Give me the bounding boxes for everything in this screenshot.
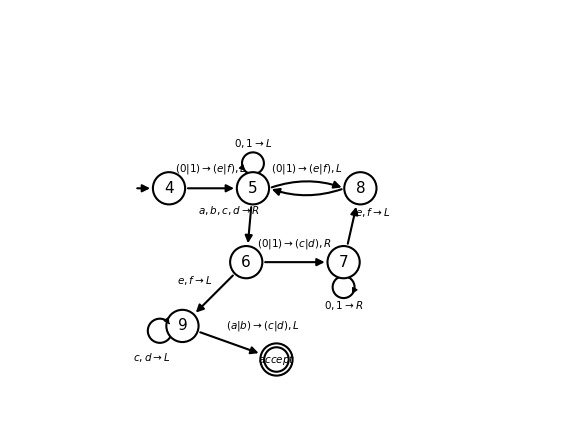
Text: $e,f\rightarrow L$: $e,f\rightarrow L$ <box>354 205 390 218</box>
Text: $0,1\rightarrow L$: $0,1\rightarrow L$ <box>234 136 272 150</box>
Text: $(0|1)\rightarrow(e|f),L$: $(0|1)\rightarrow(e|f),L$ <box>271 161 342 176</box>
Text: 7: 7 <box>339 255 349 269</box>
Text: 5: 5 <box>248 181 258 196</box>
Text: $accept$: $accept$ <box>258 352 295 367</box>
Circle shape <box>166 310 198 342</box>
Circle shape <box>230 246 262 278</box>
Text: $(a|b)\rightarrow(c|d),L$: $(a|b)\rightarrow(c|d),L$ <box>226 319 300 333</box>
Text: 4: 4 <box>164 181 174 196</box>
Text: $e,f\rightarrow L$: $e,f\rightarrow L$ <box>176 274 212 287</box>
Circle shape <box>345 172 377 204</box>
Text: 8: 8 <box>356 181 365 196</box>
Text: 9: 9 <box>178 318 187 334</box>
Text: $c,d\rightarrow L$: $c,d\rightarrow L$ <box>133 351 171 364</box>
Text: $a,b,c,d\rightarrow R$: $a,b,c,d\rightarrow R$ <box>198 204 261 217</box>
Circle shape <box>237 172 269 204</box>
Text: $(0|1)\rightarrow(e|f),L$: $(0|1)\rightarrow(e|f),L$ <box>175 161 247 176</box>
Circle shape <box>260 344 293 376</box>
Circle shape <box>328 246 360 278</box>
Text: 6: 6 <box>242 255 251 269</box>
Text: $0,1\rightarrow R$: $0,1\rightarrow R$ <box>324 299 363 312</box>
Circle shape <box>153 172 185 204</box>
Text: $(0|1)\rightarrow(c|d),R$: $(0|1)\rightarrow(c|d),R$ <box>257 237 332 252</box>
